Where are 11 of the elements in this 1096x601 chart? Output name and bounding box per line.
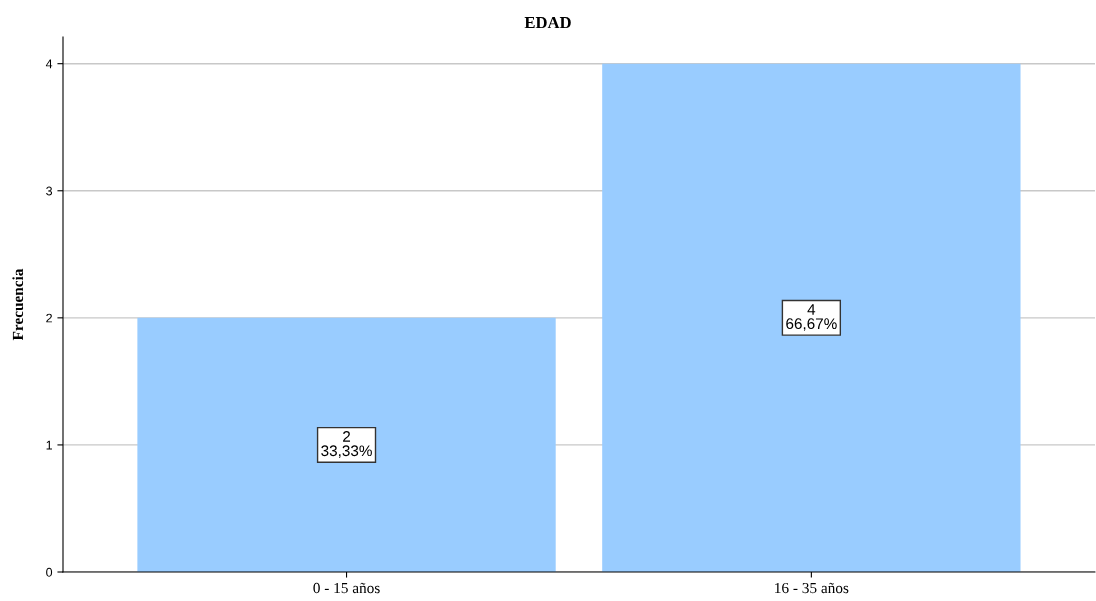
y-tick-label: 1: [46, 440, 52, 450]
y-tick-label: 2: [46, 313, 52, 323]
chart-title: EDAD: [524, 17, 571, 29]
y-axis-title: Frecuencia: [12, 268, 24, 341]
data-label: 4 66,67%: [786, 304, 837, 331]
x-tick-label: 16 - 35 años: [775, 582, 849, 594]
y-tick-label: 3: [46, 186, 53, 196]
x-tick-label: 0 - 15 años: [313, 582, 380, 594]
y-tick-label: 4: [45, 59, 53, 69]
y-tick-label: 0: [46, 567, 53, 577]
data-label: 2 33,33%: [321, 431, 372, 458]
